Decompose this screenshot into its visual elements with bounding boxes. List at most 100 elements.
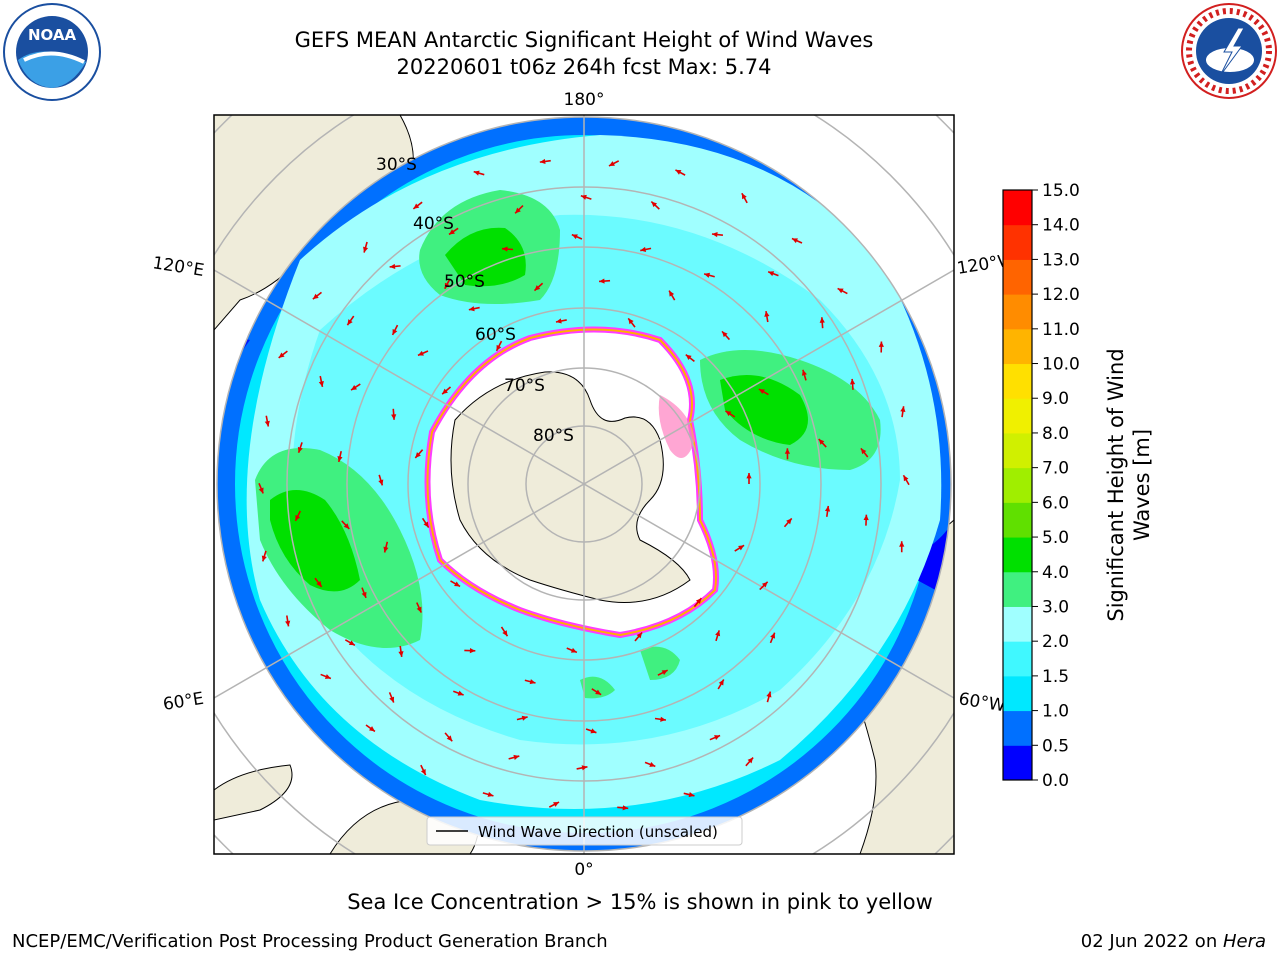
colorbar-tick-label: 11.0: [1042, 320, 1080, 340]
nws-logo-graphic: [1181, 3, 1277, 99]
lat-label-80s: 80°S: [533, 426, 574, 446]
wind-wave-arrows: [258, 158, 910, 811]
wind-wave-arrow-head: [318, 381, 324, 387]
wind-wave-arrow-head: [392, 328, 398, 335]
colorbar-block: [1003, 641, 1032, 677]
wind-wave-arrow-head: [758, 389, 765, 395]
wind-wave-arrow-head: [580, 194, 587, 200]
colorbar-block: [1003, 224, 1032, 260]
wind-wave-arrow-head: [824, 505, 831, 512]
wind-wave-arrow-head: [521, 715, 528, 721]
colorbar: 0.0 0.5 1.0 1.5 2.0 3.0 4.0 5.0 6.0 7.0 8.0 9.0 10.0…: [1002, 181, 1154, 790]
title-line-1: GEFS MEAN Antarctic Significant Height o…: [294, 28, 874, 52]
colorbar-tick-label: 8.0: [1042, 424, 1069, 444]
colorbar-tick-label: 0.5: [1042, 736, 1069, 756]
wind-wave-arrow-head: [297, 446, 303, 453]
colorbar-tick-label: 6.0: [1042, 493, 1069, 513]
wind-wave-arrow-head: [714, 735, 721, 740]
footer-machine: Hera: [1222, 931, 1266, 952]
colorbar-block: [1003, 190, 1032, 226]
map-legend: Wind Wave Direction (unscaled): [426, 816, 743, 846]
colorbar-tick-label: 14.0: [1042, 216, 1080, 236]
wind-wave-arrow-head: [688, 792, 695, 798]
wind-wave-arrow-head: [423, 521, 429, 528]
wind-wave-arrow-head: [669, 290, 675, 297]
wind-wave-arrow-head: [741, 193, 747, 200]
footer-credit: NCEP/EMC/Verification Post Processing Pr…: [12, 931, 608, 952]
land-africa: [214, 764, 293, 821]
wind-wave-arrow-head: [768, 271, 775, 277]
wind-wave-arrow-head: [539, 158, 546, 165]
colorbar-block: [1003, 467, 1032, 503]
wind-wave-arrow-head: [791, 238, 798, 244]
colorbar-tick-label: 9.0: [1042, 389, 1069, 409]
colorbar-tick-label: 12.0: [1042, 285, 1080, 305]
wind-wave-arrow-head: [337, 456, 343, 462]
colorbar-block: [1003, 606, 1032, 642]
wind-wave-arrow-head: [738, 545, 745, 551]
wind-wave-arrow-head: [398, 651, 404, 657]
wind-wave-arrow-head: [711, 231, 718, 238]
colorbar-tick-label: 15.0: [1042, 181, 1080, 201]
colorbar-tick-label: 13.0: [1042, 250, 1080, 270]
noaa-logo-text: NOAA: [28, 26, 77, 44]
wind-wave-arrow-head: [363, 246, 369, 253]
wind-wave-arrow-head: [555, 318, 562, 324]
wind-wave-arrow-head: [348, 640, 355, 646]
wind-wave-arrow-head: [899, 541, 905, 547]
colorbar-block: [1003, 398, 1032, 434]
wind-wave-arrow-head: [415, 452, 421, 458]
wind-wave-arrow-head: [391, 414, 397, 420]
colorbar-block: [1003, 363, 1032, 399]
wind-wave-arrow-head: [570, 647, 577, 653]
wind-wave-arrow-head: [581, 765, 588, 771]
wind-wave-arrow-head: [312, 293, 319, 300]
wind-wave-arrow-head: [640, 246, 647, 253]
wind-wave-arrow-head: [468, 306, 475, 312]
colorbar-tick-label: 2.0: [1042, 632, 1069, 652]
wind-wave-arrow-head: [264, 420, 270, 427]
colorbar-tick-label: 1.5: [1042, 667, 1069, 687]
colorbar-block: [1003, 675, 1032, 712]
wind-wave-arrow-head: [448, 229, 455, 235]
wind-wave-arrow-head: [389, 696, 395, 703]
wind-wave-arrow-head: [454, 581, 461, 587]
wind-wave-arrow-head: [715, 630, 721, 637]
wind-wave-arrow-head: [417, 350, 424, 356]
wind-wave-arrow-head: [675, 169, 682, 175]
wind-wave-arrow-head: [837, 288, 844, 294]
wind-wave-arrow-head: [628, 318, 634, 325]
lat-label-60s: 60°S: [475, 325, 516, 345]
wind-wave-arrow-head: [553, 802, 560, 807]
wind-wave-arrow-head: [515, 207, 521, 214]
wind-wave-arrow-head: [770, 632, 776, 639]
wind-wave-arrow-head: [343, 523, 350, 529]
wind-wave-arrow-head: [446, 735, 453, 742]
colorbar-tick-label: 0.0: [1042, 771, 1069, 790]
wind-wave-arrow-head: [258, 487, 264, 494]
wind-wave-arrow-head: [725, 410, 732, 417]
wind-wave-arrow-head: [487, 791, 494, 797]
colorbar-block: [1003, 571, 1032, 607]
wind-wave-arrow-head: [502, 630, 508, 637]
colorbar-tick-label: 5.0: [1042, 528, 1069, 548]
wind-wave-arrow-head: [469, 648, 476, 654]
wind-wave-arrow-head: [378, 479, 384, 486]
wind-wave-arrow-head: [369, 726, 375, 732]
colorbar-block: [1003, 294, 1032, 330]
wind-wave-arrow-head: [718, 679, 724, 686]
wind-wave-arrow-head: [383, 546, 389, 553]
colorbar-block: [1003, 710, 1032, 746]
wind-wave-arrow-head: [786, 518, 792, 525]
footer-date-text: 02 Jun 2022 on: [1080, 931, 1223, 952]
wind-wave-arrow-head: [685, 354, 692, 360]
wind-wave-arrow-head: [416, 606, 422, 613]
colorbar-tick-label: 3.0: [1042, 597, 1069, 617]
nws-logo: [1180, 2, 1278, 100]
wind-wave-arrow-head: [534, 285, 541, 291]
wind-wave-arrow-head: [704, 272, 711, 278]
wind-wave-arrow-head: [784, 448, 791, 454]
footer-date: 02 Jun 2022 on Hera: [1081, 931, 1266, 952]
wind-wave-arrow-head: [444, 282, 450, 289]
